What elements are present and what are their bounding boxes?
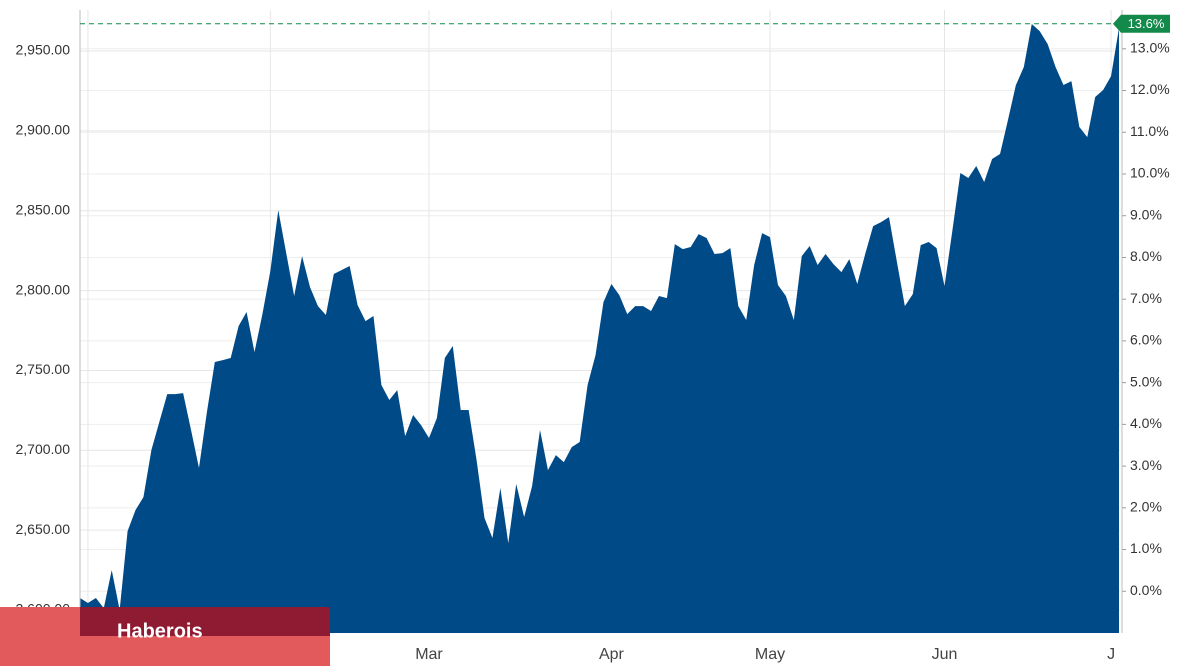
marks xyxy=(80,24,1119,633)
y2-tick-label: 9.0% xyxy=(1130,206,1162,222)
y2-tick-label: 6.0% xyxy=(1130,332,1162,348)
watermark: Haberois xyxy=(117,620,203,642)
value-badge-label: 13.6% xyxy=(1128,16,1165,31)
y-tick-label: 2,850.00 xyxy=(16,201,71,217)
y2-tick-label: 11.0% xyxy=(1130,123,1169,139)
y2-tick-label: 13.0% xyxy=(1130,40,1170,56)
y2-tick-label: 8.0% xyxy=(1130,248,1162,264)
value-badge xyxy=(1113,14,1170,33)
x-tick-label: Jun xyxy=(932,646,958,663)
y-tick-label: 2,950.00 xyxy=(16,42,71,58)
y-tick-label: 2,750.00 xyxy=(16,361,71,377)
y2-tick-label: 0.0% xyxy=(1130,582,1162,598)
y2-tick-label: 7.0% xyxy=(1130,290,1162,306)
y2-tick-label: 12.0% xyxy=(1130,81,1170,97)
y-tick-label: 2,650.00 xyxy=(16,521,71,537)
y-tick-label: 2,700.00 xyxy=(16,441,71,457)
x-tick-label: J xyxy=(1107,646,1115,663)
y2-tick-label: 3.0% xyxy=(1130,457,1162,473)
y2-tick-label: 10.0% xyxy=(1130,165,1170,181)
area xyxy=(80,24,1119,633)
x-tick-label: May xyxy=(755,646,785,663)
x-tick-label: Apr xyxy=(599,646,625,663)
watermark-band xyxy=(80,607,330,636)
y-tick-label: 2,900.00 xyxy=(16,122,71,138)
y2-tick-label: 2.0% xyxy=(1130,499,1162,515)
y2-tick-label: 1.0% xyxy=(1130,540,1162,556)
y-tick-label: 2,800.00 xyxy=(16,281,71,297)
y2-tick-label: 4.0% xyxy=(1130,415,1162,431)
y2-tick-label: 5.0% xyxy=(1130,373,1162,389)
x-tick-label: Mar xyxy=(415,646,443,663)
axes: 2,600.002,650.002,700.002,750.002,800.00… xyxy=(0,10,1170,666)
